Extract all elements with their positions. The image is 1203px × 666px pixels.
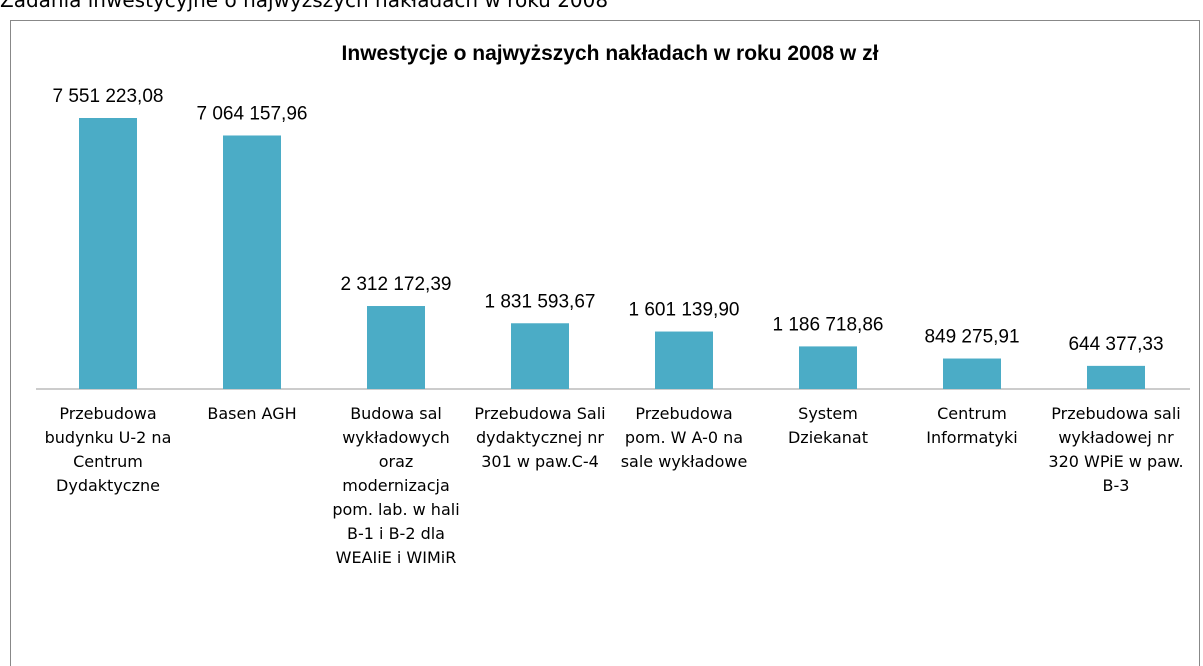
bar [655, 331, 713, 389]
bar [367, 306, 425, 389]
value-label: 1 186 718,86 [773, 314, 884, 335]
x-tick-label: Przebudowa pom. W A-0 na sale wykładowe [620, 404, 748, 471]
chart-frame [10, 20, 1200, 666]
value-label: 1 601 139,90 [629, 300, 740, 321]
value-label: 644 377,33 [1068, 334, 1163, 355]
value-label: 7 064 157,96 [197, 103, 308, 124]
bar [799, 346, 857, 389]
bar [1087, 365, 1145, 389]
x-tick-label: Budowa sal wykładowych oraz modernizacja… [332, 404, 460, 567]
value-label: 849 275,91 [924, 327, 1019, 348]
x-tick-label: Centrum Informatyki [926, 404, 1018, 447]
value-label: 1 831 593,67 [485, 291, 596, 312]
x-tick-label: System Dziekanat [787, 404, 868, 447]
bar [943, 358, 1001, 389]
bar [79, 118, 137, 389]
x-tick-label: Przebudowa Sali dydaktycznej nr 301 w pa… [474, 404, 606, 471]
bar [511, 323, 569, 389]
value-label: 2 312 172,39 [341, 274, 452, 295]
x-tick-label: Przebudowa sali wykładowej nr 320 WPiE w… [1048, 404, 1184, 495]
caption: Zadania inwestycyjne o najwyższych nakła… [0, 0, 609, 12]
chart-title: Inwestycje o najwyższych nakładach w rok… [342, 42, 879, 65]
value-label: 7 551 223,08 [53, 86, 164, 107]
x-tick-label: Przebudowa budynku U-2 na Centrum Dydakt… [44, 404, 172, 495]
x-tick-label: Basen AGH [207, 404, 297, 423]
bar [223, 135, 281, 389]
